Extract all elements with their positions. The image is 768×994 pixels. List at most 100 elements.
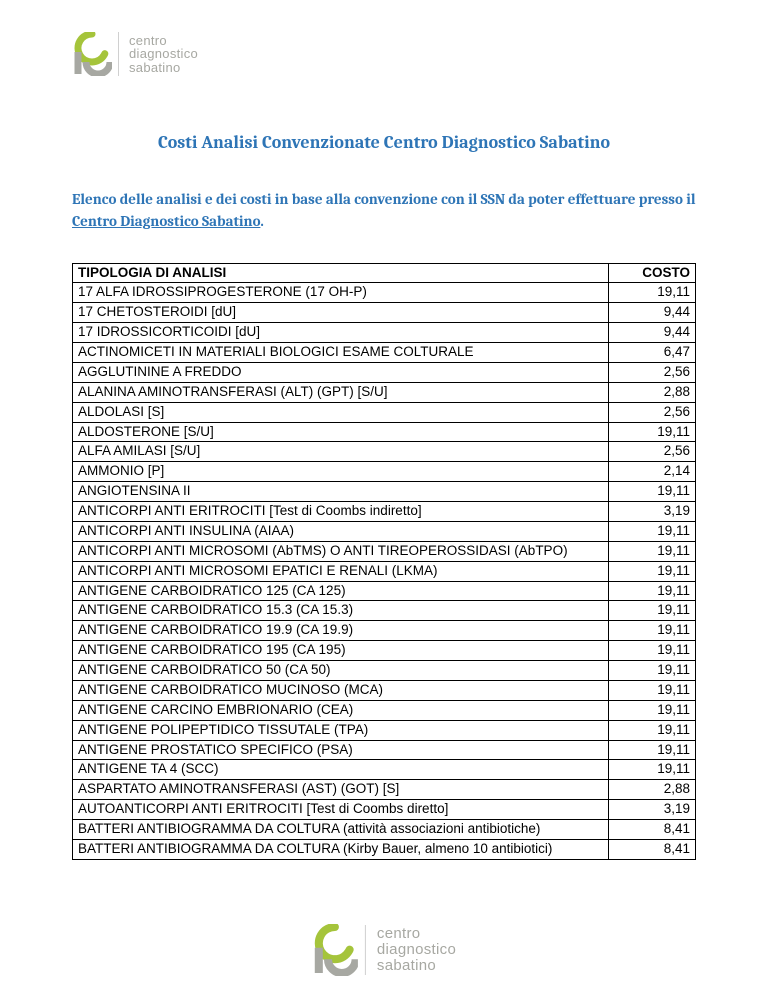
cell-cost: 19,11: [608, 680, 695, 700]
logo-line3: sabatino: [377, 958, 456, 974]
cell-cost: 19,11: [608, 760, 695, 780]
logo-line2: diagnostico: [377, 942, 456, 958]
table-row: ANTIGENE CARBOIDRATICO 195 (CA 195)19,11: [73, 641, 696, 661]
cell-name: ANTIGENE CARBOIDRATICO MUCINOSO (MCA): [73, 680, 609, 700]
table-row: ALDOLASI [S]2,56: [73, 402, 696, 422]
header-name: TIPOLOGIA DI ANALISI: [73, 263, 609, 283]
cell-name: ANTIGENE CARBOIDRATICO 195 (CA 195): [73, 641, 609, 661]
cell-name: ANTIGENE CARBOIDRATICO 15.3 (CA 15.3): [73, 601, 609, 621]
footer-logo: centro diagnostico sabatino: [312, 924, 456, 976]
cell-cost: 19,11: [608, 581, 695, 601]
table-row: 17 ALFA IDROSSIPROGESTERONE (17 OH-P)19,…: [73, 283, 696, 303]
cell-name: ASPARTATO AMINOTRANSFERASI (AST) (GOT) […: [73, 780, 609, 800]
table-row: ANTIGENE CARBOIDRATICO MUCINOSO (MCA)19,…: [73, 680, 696, 700]
logo-line1: centro: [129, 34, 198, 48]
header-logo: centro diagnostico sabatino: [72, 32, 696, 76]
cell-cost: 19,11: [608, 561, 695, 581]
table-row: ANTIGENE CARBOIDRATICO 125 (CA 125)19,11: [73, 581, 696, 601]
cell-name: ANTICORPI ANTI MICROSOMI (AbTMS) O ANTI …: [73, 541, 609, 561]
table-row: ALFA AMILASI [S/U]2,56: [73, 442, 696, 462]
cell-name: ANTIGENE TA 4 (SCC): [73, 760, 609, 780]
table-row: ANTIGENE POLIPEPTIDICO TISSUTALE (TPA)19…: [73, 720, 696, 740]
cell-cost: 2,88: [608, 780, 695, 800]
cell-cost: 19,11: [608, 641, 695, 661]
cell-name: ACTINOMICETI IN MATERIALI BIOLOGICI ESAM…: [73, 343, 609, 363]
cell-name: ANGIOTENSINA II: [73, 482, 609, 502]
cell-name: ANTICORPI ANTI MICROSOMI EPATICI E RENAL…: [73, 561, 609, 581]
cell-name: ALDOLASI [S]: [73, 402, 609, 422]
cell-cost: 3,19: [608, 502, 695, 522]
cell-name: ANTIGENE CARBOIDRATICO 50 (CA 50): [73, 661, 609, 681]
table-row: 17 IDROSSICORTICOIDI [dU]9,44: [73, 323, 696, 343]
cell-name: ALANINA AMINOTRANSFERASI (ALT) (GPT) [S/…: [73, 382, 609, 402]
table-header-row: TIPOLOGIA DI ANALISI COSTO: [73, 263, 696, 283]
cell-cost: 19,11: [608, 422, 695, 442]
logo-mark-icon: [312, 924, 358, 976]
cell-cost: 2,88: [608, 382, 695, 402]
cell-name: BATTERI ANTIBIOGRAMMA DA COLTURA (Kirby …: [73, 839, 609, 859]
cell-cost: 19,11: [608, 541, 695, 561]
table-row: ANTIGENE CARCINO EMBRIONARIO (CEA)19,11: [73, 700, 696, 720]
cell-name: ANTIGENE POLIPEPTIDICO TISSUTALE (TPA): [73, 720, 609, 740]
cell-cost: 19,11: [608, 621, 695, 641]
cell-cost: 2,14: [608, 462, 695, 482]
cell-name: BATTERI ANTIBIOGRAMMA DA COLTURA (attivi…: [73, 820, 609, 840]
logo-line2: diagnostico: [129, 47, 198, 61]
cell-name: ANTIGENE CARBOIDRATICO 125 (CA 125): [73, 581, 609, 601]
table-row: 17 CHETOSTEROIDI [dU]9,44: [73, 303, 696, 323]
cell-name: AUTOANTICORPI ANTI ERITROCITI [Test di C…: [73, 800, 609, 820]
cell-name: ANTICORPI ANTI INSULINA (AIAA): [73, 521, 609, 541]
cell-name: ANTIGENE CARCINO EMBRIONARIO (CEA): [73, 700, 609, 720]
analysis-table: TIPOLOGIA DI ANALISI COSTO 17 ALFA IDROS…: [72, 263, 696, 860]
table-row: ALDOSTERONE [S/U]19,11: [73, 422, 696, 442]
cell-name: ANTICORPI ANTI ERITROCITI [Test di Coomb…: [73, 502, 609, 522]
table-row: ANTICORPI ANTI ERITROCITI [Test di Coomb…: [73, 502, 696, 522]
intro-part1: Elenco delle analisi e dei costi in base…: [72, 190, 695, 208]
table-row: ANGIOTENSINA II19,11: [73, 482, 696, 502]
cell-cost: 9,44: [608, 303, 695, 323]
table-row: ALANINA AMINOTRANSFERASI (ALT) (GPT) [S/…: [73, 382, 696, 402]
table-row: ANTIGENE CARBOIDRATICO 15.3 (CA 15.3)19,…: [73, 601, 696, 621]
table-row: ANTICORPI ANTI MICROSOMI (AbTMS) O ANTI …: [73, 541, 696, 561]
cell-cost: 2,56: [608, 442, 695, 462]
cell-cost: 19,11: [608, 740, 695, 760]
cell-name: ANTIGENE PROSTATICO SPECIFICO (PSA): [73, 740, 609, 760]
page-title: Costi Analisi Convenzionate Centro Diagn…: [72, 132, 696, 153]
cell-name: ALDOSTERONE [S/U]: [73, 422, 609, 442]
table-row: BATTERI ANTIBIOGRAMMA DA COLTURA (attivi…: [73, 820, 696, 840]
table-row: ANTIGENE TA 4 (SCC)19,11: [73, 760, 696, 780]
logo-text: centro diagnostico sabatino: [129, 34, 198, 75]
cell-name: 17 CHETOSTEROIDI [dU]: [73, 303, 609, 323]
table-row: BATTERI ANTIBIOGRAMMA DA COLTURA (Kirby …: [73, 839, 696, 859]
cell-cost: 19,11: [608, 521, 695, 541]
cell-cost: 19,11: [608, 601, 695, 621]
cell-cost: 19,11: [608, 661, 695, 681]
cell-cost: 19,11: [608, 283, 695, 303]
cell-name: AGGLUTININE A FREDDO: [73, 362, 609, 382]
logo-line3: sabatino: [129, 61, 198, 75]
table-row: ANTICORPI ANTI MICROSOMI EPATICI E RENAL…: [73, 561, 696, 581]
cell-name: 17 IDROSSICORTICOIDI [dU]: [73, 323, 609, 343]
logo-line1: centro: [377, 926, 456, 942]
cell-cost: 8,41: [608, 839, 695, 859]
cell-cost: 9,44: [608, 323, 695, 343]
cell-name: AMMONIO [P]: [73, 462, 609, 482]
table-row: ANTIGENE CARBOIDRATICO 50 (CA 50)19,11: [73, 661, 696, 681]
table-row: ANTIGENE CARBOIDRATICO 19.9 (CA 19.9)19,…: [73, 621, 696, 641]
cell-name: ALFA AMILASI [S/U]: [73, 442, 609, 462]
table-row: AMMONIO [P]2,14: [73, 462, 696, 482]
cell-cost: 3,19: [608, 800, 695, 820]
table-row: AGGLUTININE A FREDDO2,56: [73, 362, 696, 382]
logo-mark-icon: [72, 32, 112, 76]
cell-cost: 6,47: [608, 343, 695, 363]
table-row: ANTIGENE PROSTATICO SPECIFICO (PSA)19,11: [73, 740, 696, 760]
cell-name: ANTIGENE CARBOIDRATICO 19.9 (CA 19.9): [73, 621, 609, 641]
table-row: ANTICORPI ANTI INSULINA (AIAA)19,11: [73, 521, 696, 541]
intro-part2: .: [260, 212, 263, 230]
intro-link[interactable]: Centro Diagnostico Sabatino: [72, 212, 260, 230]
table-row: ACTINOMICETI IN MATERIALI BIOLOGICI ESAM…: [73, 343, 696, 363]
cell-cost: 19,11: [608, 720, 695, 740]
intro-text: Elenco delle analisi e dei costi in base…: [72, 189, 696, 233]
cell-cost: 8,41: [608, 820, 695, 840]
cell-cost: 19,11: [608, 700, 695, 720]
